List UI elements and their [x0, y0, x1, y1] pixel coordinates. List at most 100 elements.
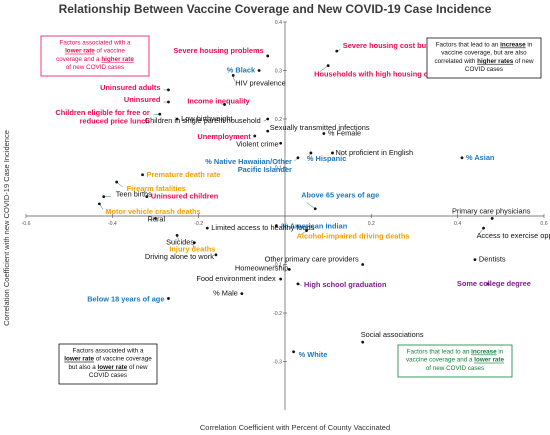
label-rural: Rural — [148, 214, 166, 223]
point-not-proficient-in-english — [331, 151, 334, 155]
label-children-in-single-parent-household: Children in single parent household — [145, 116, 261, 125]
quadrant-box-2: Factors that lead to an increase in vacci… — [426, 37, 542, 79]
y-tick-label: 0.2 — [275, 117, 282, 123]
point-dentists — [473, 258, 477, 262]
label-firearm-fatalities: Firearm fatalities — [127, 184, 186, 193]
point-motor-vehicle-crash-deaths — [97, 202, 101, 206]
x-tick-label: -0.2 — [194, 221, 203, 227]
label-food-environment-index: Food environment index — [196, 274, 276, 283]
quadrant-box-4: Factors that lead to an increase in vacci… — [397, 344, 513, 378]
quadrant-box-text: Factors associated with a lower rate of v… — [56, 40, 134, 72]
point-uninsured — [167, 100, 170, 104]
label-native-hawaiian-other-pacific-islander: % Native Hawaiian/Other Pacific Islander — [205, 157, 292, 174]
label-teen-births: Teen births — [116, 190, 152, 199]
point-below-18-years-of-age — [167, 297, 170, 300]
x-tick-label: 0.6 — [540, 221, 547, 227]
x-tick-label: -0.6 — [22, 221, 31, 227]
label-male: % Male — [213, 289, 238, 298]
label-dentists: Dentists — [479, 255, 506, 264]
point-male — [240, 292, 244, 295]
label-female: % Female — [328, 129, 361, 138]
point-some-college-degree — [486, 282, 490, 286]
label-unemployment: Unemployment — [197, 132, 251, 141]
point-households-with-high-housing-costs — [326, 64, 330, 68]
label-violent-crime: Violent crime — [236, 139, 279, 148]
point-uninsured-adults — [167, 88, 170, 92]
point-children-in-single-parent-household — [266, 117, 270, 121]
label-high-school-graduation: High school graduation — [304, 280, 387, 289]
point-income-inequality — [223, 103, 226, 106]
label-alcohol-impaired-driving-deaths: Alcohol-impaired driving deaths — [297, 232, 410, 241]
y-tick-label: -0.2 — [273, 311, 282, 317]
point-asian — [460, 156, 464, 160]
point-other-primary-care-providers — [361, 263, 365, 266]
point-low-birthweight — [175, 117, 179, 121]
point-rural — [154, 217, 157, 220]
point-food-environment-index — [279, 277, 283, 281]
label-uninsured-children: Uninsured children — [151, 192, 219, 201]
label-low-birthweight: Low birthweight — [181, 114, 232, 123]
label-below-18-years-of-age: Below 18 years of age — [87, 294, 164, 303]
point-unemployment — [253, 134, 257, 138]
y-axis-title: Correlation Coefficient with new COVID-1… — [2, 130, 11, 326]
point-hispanic — [309, 151, 313, 155]
point-social-associations — [361, 340, 365, 344]
data-points — [97, 49, 494, 354]
point-suicides — [175, 234, 179, 237]
quadrant-box-text: Factors that lead to an increase in vacci… — [406, 349, 505, 372]
label-income-inequality: Income inequality — [187, 96, 250, 105]
label-motor-vehicle-crash-deaths: Motor vehicle crash deaths — [105, 207, 200, 216]
y-tick-label: 0.1 — [275, 166, 282, 172]
label-severe-housing-problems: Severe housing problems — [173, 46, 263, 55]
point-labels: Severe housing problems Severe housing co… — [55, 41, 550, 359]
label-above-65-years-of-age: Above 65 years of age — [301, 191, 379, 200]
point-firearm-fatalities — [115, 180, 119, 184]
y-tick-label: -0.1 — [273, 263, 282, 269]
point-premature-death-rate — [141, 173, 144, 177]
label-uninsured-adults: Uninsured adults — [100, 83, 160, 92]
label-premature-death-rate: Premature death rate — [147, 170, 221, 179]
quadrant-box-1: Factors associated with a lower rate of v… — [40, 35, 150, 77]
x-tick-label: -0.4 — [108, 221, 117, 227]
label-households-with-high-housing-costs: Households with high housing costs — [314, 70, 443, 79]
label-limited-access-to-healthy-foods: Limited access to healthy foods — [211, 223, 314, 232]
point-severe-housing-cost-burden — [335, 49, 339, 53]
label-hiv-prevalence: HIV prevalence — [235, 78, 286, 87]
point-children-eligible-for-free-or-reduced-price-lunch — [158, 112, 162, 116]
point-teen-births — [102, 195, 106, 199]
point-black — [257, 69, 261, 72]
x-axis-title: Correlation Coefficient with Percent of … — [200, 423, 390, 432]
point-injury-deaths — [192, 241, 196, 245]
point-driving-alone-to-work — [214, 253, 218, 257]
point-female — [322, 132, 326, 135]
label-social-associations: Social associations — [361, 330, 424, 339]
label-white: % White — [299, 350, 328, 359]
leader-above-65-years-of-age — [306, 202, 316, 209]
label-hispanic: % Hispanic — [307, 154, 346, 163]
chart-title: Relationship Between Vaccine Coverage an… — [59, 2, 492, 16]
leader-households-with-high-housing-costs — [319, 65, 329, 72]
x-tick-label: 0.2 — [368, 221, 375, 227]
label-severe-housing-cost-burden: Severe housing cost burden — [343, 41, 443, 50]
label-sexually-transmitted-infections: Sexually transmitted infections — [270, 123, 370, 132]
point-high-school-graduation — [296, 282, 300, 286]
label-driving-alone-to-work: Driving alone to work — [145, 252, 214, 261]
label-some-college-degree: Some college degree — [457, 279, 531, 288]
label-homeownership: Homeownership — [235, 263, 288, 272]
point-homeownership — [287, 267, 291, 271]
y-tick-label: 0.4 — [275, 20, 282, 26]
point-limited-access-to-healthy-foods — [205, 226, 209, 230]
point-hiv-prevalence — [231, 73, 235, 77]
y-tick-label: 0.3 — [275, 69, 282, 75]
label-primary-care-physicians: Primary care physicians — [452, 206, 531, 215]
quadrant-box-text: Factors associated with a lower rate of v… — [64, 348, 152, 380]
point-access-to-exercise-opportunities — [482, 226, 485, 230]
label-injury-deaths: Injury deaths — [169, 245, 215, 254]
label-asian: % Asian — [466, 153, 495, 162]
label-other-primary-care-providers: Other primary care providers — [265, 255, 359, 264]
axes-group: -0.6 -0.4 -0.2 0.2 0.4 0.6 0.4 0.3 0.2 0.1 -0.1 -0.… — [22, 20, 548, 410]
point-uninsured-children — [145, 195, 149, 199]
x-tick-label: 0.4 — [454, 221, 461, 227]
label-access-to-exercise-opportunities: Access to exercise opportunities — [477, 231, 550, 240]
